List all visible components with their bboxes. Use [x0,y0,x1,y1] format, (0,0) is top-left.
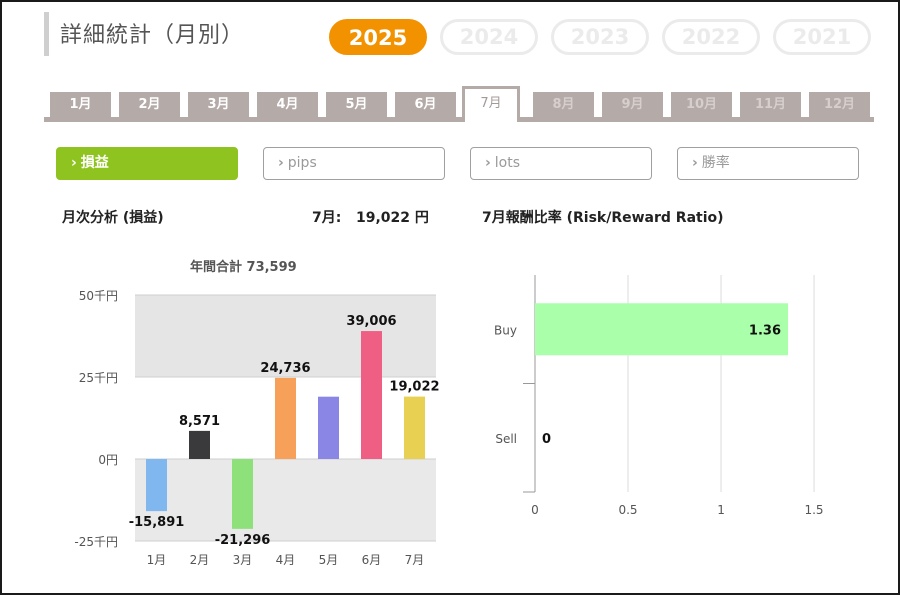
x-tick-label: 1月 [147,553,167,567]
month-tab-1[interactable]: 1月 [50,92,111,117]
month-tab-5[interactable]: 5月 [326,92,387,117]
data-label: -21,296 [215,533,271,548]
data-label: -15,891 [129,515,185,530]
data-label: 19,022 [389,380,439,395]
metric-button-pips[interactable]: › pips [263,147,445,180]
month-tab-8[interactable]: 8月 [533,92,594,117]
year-button-2024[interactable]: 2024 [440,19,538,55]
x-tick-label: 6月 [362,553,382,567]
month-tab-6[interactable]: 6月 [395,92,456,117]
month-tab-3[interactable]: 3月 [188,92,249,117]
y-tick-label: 0円 [98,453,118,467]
y-tick-label: 50千円 [79,289,118,303]
chevron-right-icon: › [692,155,698,171]
month-tab-4[interactable]: 4月 [257,92,318,117]
plot-band-lower [135,459,436,541]
metric-button-label: pips [287,155,317,171]
year-button-2022[interactable]: 2022 [662,19,760,55]
month-tab-12[interactable]: 12月 [809,92,870,117]
bar-2 [189,430,210,459]
y-tick-label: Sell [495,432,517,446]
current-month-value: 19,022 円 [356,210,429,226]
annual-total: 年間合計 73,599 [190,260,297,275]
x-tick-label: 0 [531,503,539,517]
month-tab-10[interactable]: 10月 [671,92,732,117]
monthly-analysis-heading: 月次分析 (損益) [62,210,164,226]
bar-7 [404,396,425,459]
metric-button-label: lots [494,155,521,171]
metric-button-win-rate[interactable]: › 勝率 [677,147,859,180]
monthly-pl-chart: 50千円 25千円 0円 -25千円 -15,891 1月 8,571 2月 -21,296 3月… [74,289,439,567]
page-title: 詳細統計（月別） [60,23,245,48]
month-tab-2[interactable]: 2月 [119,92,180,117]
bar-buy [535,303,788,356]
x-tick-label: 5月 [319,553,339,567]
x-tick-label: 1.5 [804,503,823,517]
month-tabs-baseline [44,117,874,122]
y-tick-label: -25千円 [74,535,118,549]
x-tick-label: 4月 [276,553,296,567]
metric-button-lots[interactable]: › lots [470,147,652,180]
year-button-2025[interactable]: 2025 [329,19,427,55]
metric-button-label: 損益 [80,155,109,171]
data-label: 39,006 [346,314,396,329]
month-tab-7[interactable]: 7月 [462,86,520,122]
metric-button-profit-loss[interactable]: › 損益 [56,147,238,180]
year-button-2023[interactable]: 2023 [551,19,649,55]
rr-ratio-heading: 7月報酬比率 (Risk/Reward Ratio) [482,210,724,226]
x-tick-label: 0.5 [618,503,637,517]
y-tick-label: 25千円 [79,371,118,385]
year-button-2021[interactable]: 2021 [773,19,871,55]
x-tick-label: 7月 [405,553,425,567]
chevron-right-icon: › [71,155,77,171]
month-tab-11[interactable]: 11月 [740,92,801,117]
risk-reward-chart: 0 0.5 1 1.5 Buy 1.36 Sell 0 [494,275,824,517]
bar-5 [318,396,339,459]
y-tick-label: Buy [494,323,517,337]
current-month-label: 7月: [312,210,342,226]
x-tick-label: 1 [717,503,725,517]
bar-1 [146,459,167,512]
bar-3 [232,459,253,529]
metric-button-label: 勝率 [701,155,730,171]
data-label: 24,736 [260,361,310,376]
data-label: 8,571 [179,414,220,429]
bar-4 [275,377,296,459]
plot-band-upper [135,295,436,377]
x-tick-label: 2月 [190,553,210,567]
data-label: 1.36 [749,323,781,338]
data-label: 0 [542,432,551,447]
chevron-right-icon: › [278,155,284,171]
bar-6 [361,331,382,459]
chevron-right-icon: › [485,155,491,171]
x-tick-label: 3月 [233,553,253,567]
title-accent-bar [44,12,49,56]
month-tab-9[interactable]: 9月 [602,92,663,117]
